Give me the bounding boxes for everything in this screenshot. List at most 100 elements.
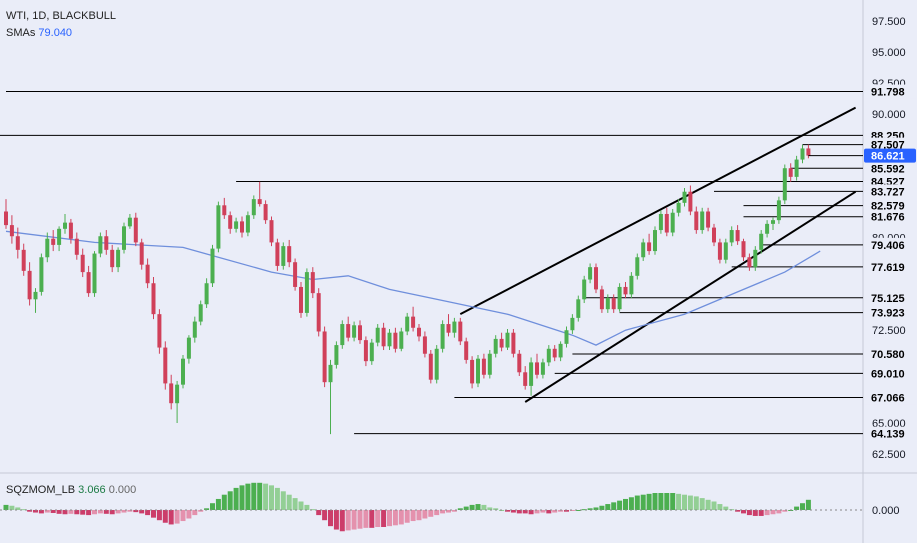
candle-body[interactable] — [316, 293, 321, 332]
candle-body[interactable] — [346, 324, 351, 338]
candle-body[interactable] — [169, 383, 174, 404]
candle-body[interactable] — [222, 205, 227, 216]
candle-body[interactable] — [257, 199, 262, 205]
candle-body[interactable] — [4, 211, 8, 226]
candle-body[interactable] — [552, 348, 557, 358]
candle-body[interactable] — [411, 316, 416, 328]
candle-body[interactable] — [470, 359, 475, 384]
candle-body[interactable] — [358, 325, 362, 341]
candle-body[interactable] — [163, 347, 168, 384]
candle-body[interactable] — [688, 191, 693, 212]
candle-body[interactable] — [788, 168, 793, 177]
candle-body[interactable] — [540, 362, 545, 375]
candle-body[interactable] — [181, 358, 185, 385]
candle-body[interactable] — [706, 211, 711, 228]
candle-body[interactable] — [33, 291, 38, 300]
candle-body[interactable] — [399, 331, 404, 349]
candle-body[interactable] — [588, 267, 593, 280]
candle-body[interactable] — [251, 199, 256, 216]
candle-body[interactable] — [9, 225, 14, 237]
candle-body[interactable] — [287, 246, 292, 263]
candle-body[interactable] — [74, 238, 79, 255]
candle-body[interactable] — [806, 148, 811, 156]
candle-body[interactable] — [700, 211, 705, 231]
candle-body[interactable] — [216, 205, 221, 249]
candle-body[interactable] — [369, 342, 374, 362]
candle-body[interactable] — [564, 330, 569, 344]
candle-body[interactable] — [186, 337, 191, 359]
candle-body[interactable] — [422, 336, 427, 354]
candle-body[interactable] — [570, 317, 575, 331]
candle-body[interactable] — [499, 338, 504, 348]
candle-body[interactable] — [110, 249, 115, 268]
candle-body[interactable] — [228, 215, 233, 229]
candle-body[interactable] — [39, 257, 44, 292]
candle-body[interactable] — [670, 212, 675, 233]
candle-body[interactable] — [417, 327, 421, 337]
candle-body[interactable] — [122, 226, 126, 250]
candle-body[interactable] — [446, 324, 451, 333]
candle-body[interactable] — [387, 332, 392, 347]
candle-body[interactable] — [505, 332, 510, 348]
candle-body[interactable] — [741, 241, 746, 258]
candle-body[interactable] — [529, 362, 534, 386]
candle-body[interactable] — [328, 364, 333, 383]
candle-body[interactable] — [653, 230, 657, 252]
trendline-lower[interactable] — [524, 190, 857, 403]
candle-body[interactable] — [210, 248, 215, 284]
candle-body[interactable] — [334, 345, 339, 365]
candle-body[interactable] — [765, 223, 770, 234]
candle-body[interactable] — [57, 228, 62, 245]
candle-body[interactable] — [493, 338, 498, 354]
candle-body[interactable] — [51, 238, 56, 245]
candle-body[interactable] — [611, 298, 616, 310]
candle-body[interactable] — [198, 304, 203, 322]
candle-body[interactable] — [63, 222, 67, 229]
candle-body[interactable] — [116, 249, 121, 268]
candle-body[interactable] — [127, 217, 132, 227]
candle-body[interactable] — [240, 221, 244, 233]
candle-body[interactable] — [428, 353, 433, 380]
candle-body[interactable] — [192, 321, 197, 338]
candle-body[interactable] — [664, 213, 669, 233]
candle-body[interactable] — [629, 275, 634, 295]
candle-body[interactable] — [322, 331, 327, 383]
candle-body[interactable] — [275, 242, 280, 266]
candle-body[interactable] — [157, 314, 162, 348]
candle-body[interactable] — [104, 236, 109, 250]
candle-body[interactable] — [535, 362, 539, 375]
candle-body[interactable] — [582, 279, 587, 300]
candle-body[interactable] — [405, 316, 410, 332]
candle-body[interactable] — [676, 202, 681, 213]
candle-body[interactable] — [175, 384, 180, 404]
candle-body[interactable] — [381, 327, 386, 347]
candle-body[interactable] — [776, 200, 781, 221]
candle-body[interactable] — [363, 340, 368, 362]
candle-body[interactable] — [452, 321, 457, 333]
candle-body[interactable] — [21, 249, 26, 271]
candle-body[interactable] — [458, 321, 463, 342]
candle-body[interactable] — [98, 236, 103, 254]
candle-body[interactable] — [782, 168, 787, 201]
candle-body[interactable] — [299, 286, 303, 313]
candle-body[interactable] — [440, 324, 445, 349]
candle-body[interactable] — [487, 353, 492, 375]
candle-body[interactable] — [658, 213, 663, 231]
candle-body[interactable] — [139, 242, 144, 265]
candle-body[interactable] — [27, 270, 32, 300]
candle-body[interactable] — [723, 242, 728, 260]
candle-body[interactable] — [15, 236, 20, 250]
candle-body[interactable] — [511, 332, 516, 354]
candle-body[interactable] — [558, 343, 563, 358]
candle-body[interactable] — [599, 289, 604, 310]
candle-body[interactable] — [92, 253, 97, 294]
candle-body[interactable] — [481, 358, 486, 375]
candle-body[interactable] — [204, 283, 209, 305]
candle-body[interactable] — [375, 327, 380, 343]
candle-body[interactable] — [352, 325, 357, 338]
trendline-upper[interactable] — [459, 106, 857, 316]
candle-body[interactable] — [45, 238, 50, 258]
candle-body[interactable] — [245, 215, 250, 233]
candle-body[interactable] — [269, 220, 274, 243]
candle-body[interactable] — [794, 159, 799, 177]
